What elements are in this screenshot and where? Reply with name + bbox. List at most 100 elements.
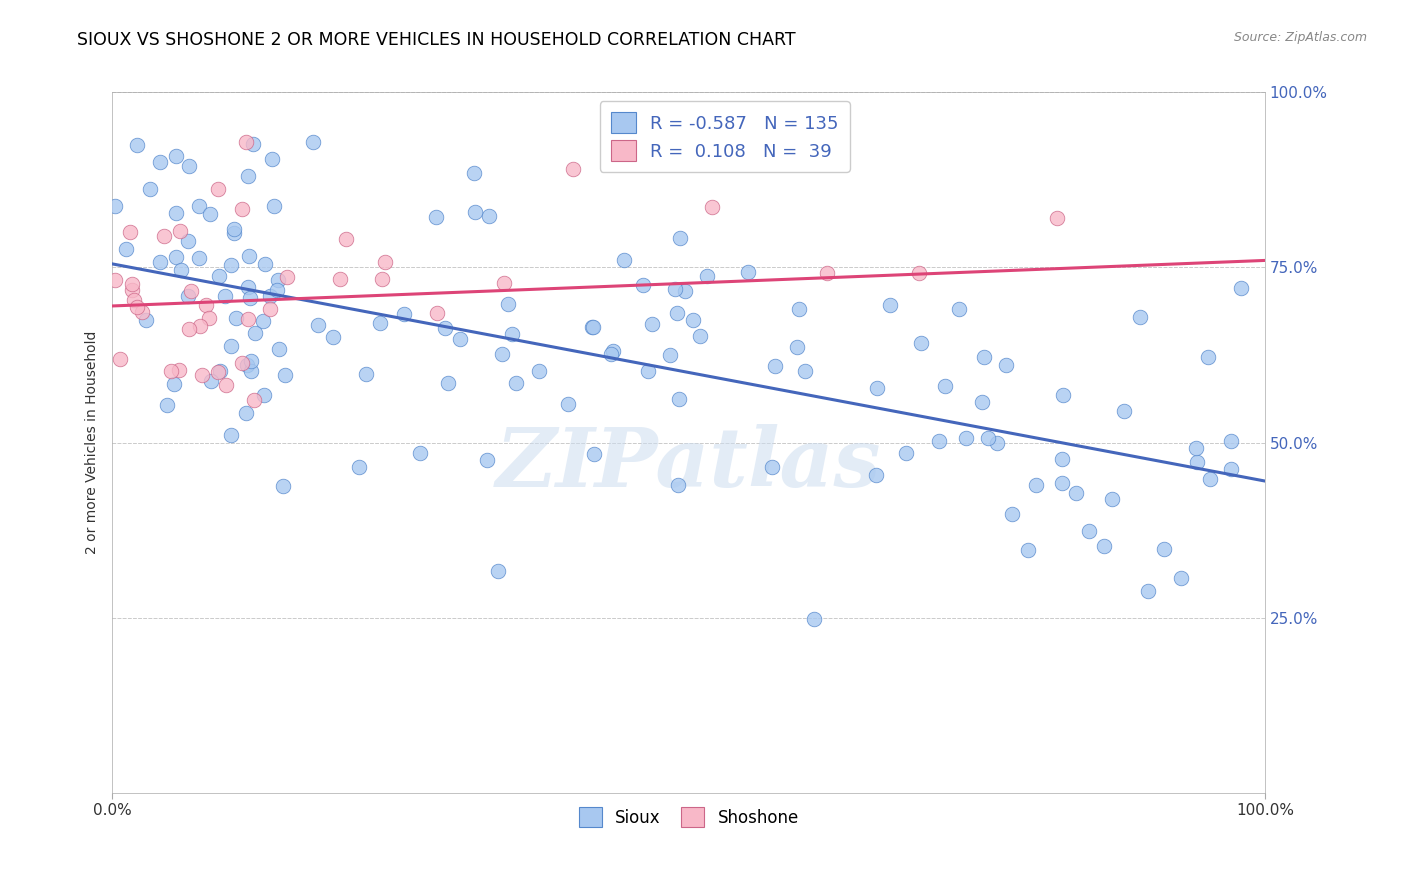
- Point: [700, 200, 723, 214]
- Point: [501, 327, 523, 342]
- Point: [242, 136, 264, 151]
- Point: [894, 446, 917, 460]
- Point: [787, 301, 810, 316]
- Point: [214, 378, 236, 392]
- Point: [491, 347, 513, 361]
- Point: [118, 225, 141, 239]
- Point: [374, 254, 396, 268]
- Point: [177, 288, 200, 302]
- Point: [973, 350, 995, 364]
- Point: [160, 364, 183, 378]
- Point: [188, 199, 211, 213]
- Point: [527, 364, 550, 378]
- Point: [368, 316, 391, 330]
- Point: [252, 314, 274, 328]
- Point: [434, 321, 457, 335]
- Point: [122, 293, 145, 308]
- Point: [219, 258, 242, 272]
- Point: [274, 368, 297, 382]
- Point: [195, 298, 218, 312]
- Point: [464, 205, 486, 219]
- Point: [245, 326, 267, 340]
- Point: [1197, 350, 1219, 364]
- Point: [582, 319, 605, 334]
- Point: [156, 398, 179, 412]
- Point: [139, 182, 162, 196]
- Point: [1230, 281, 1253, 295]
- Point: [263, 199, 285, 213]
- Point: [262, 153, 284, 167]
- Point: [177, 159, 200, 173]
- Point: [188, 318, 211, 333]
- Point: [478, 209, 501, 223]
- Text: SIOUX VS SHOSHONE 2 OR MORE VEHICLES IN HOUSEHOLD CORRELATION CHART: SIOUX VS SHOSHONE 2 OR MORE VEHICLES IN …: [77, 31, 796, 49]
- Point: [1001, 507, 1024, 521]
- Point: [666, 477, 689, 491]
- Point: [219, 428, 242, 442]
- Point: [104, 272, 127, 286]
- Point: [1025, 478, 1047, 492]
- Point: [347, 459, 370, 474]
- Point: [1101, 491, 1123, 506]
- Point: [641, 317, 664, 331]
- Point: [191, 368, 214, 383]
- Point: [235, 135, 257, 149]
- Point: [165, 250, 187, 264]
- Point: [803, 612, 825, 626]
- Point: [231, 356, 253, 370]
- Point: [236, 358, 259, 372]
- Point: [253, 388, 276, 402]
- Point: [266, 283, 288, 297]
- Point: [236, 169, 259, 183]
- Point: [668, 392, 690, 406]
- Point: [166, 206, 188, 220]
- Point: [108, 351, 131, 366]
- Point: [1170, 571, 1192, 585]
- Point: [356, 367, 378, 381]
- Point: [488, 564, 510, 578]
- Point: [276, 269, 298, 284]
- Point: [269, 343, 291, 357]
- Point: [815, 266, 838, 280]
- Point: [197, 311, 219, 326]
- Point: [664, 282, 686, 296]
- Point: [976, 431, 998, 445]
- Point: [673, 284, 696, 298]
- Point: [637, 364, 659, 378]
- Point: [682, 312, 704, 326]
- Point: [948, 301, 970, 316]
- Point: [1153, 541, 1175, 556]
- Point: [602, 344, 624, 359]
- Point: [121, 283, 143, 297]
- Y-axis label: 2 or more Vehicles in Household: 2 or more Vehicles in Household: [86, 331, 100, 554]
- Point: [666, 306, 689, 320]
- Point: [219, 339, 242, 353]
- Point: [392, 307, 415, 321]
- Point: [1050, 452, 1073, 467]
- Point: [1064, 485, 1087, 500]
- Point: [121, 277, 143, 291]
- Point: [928, 434, 950, 449]
- Point: [208, 364, 231, 378]
- Legend: Sioux, Shoshone: Sioux, Shoshone: [572, 801, 806, 833]
- Point: [224, 222, 246, 236]
- Point: [425, 211, 447, 225]
- Point: [259, 288, 281, 302]
- Point: [225, 310, 247, 325]
- Point: [1129, 310, 1152, 325]
- Point: [463, 166, 485, 180]
- Point: [240, 354, 263, 368]
- Point: [786, 340, 808, 354]
- Point: [177, 322, 200, 336]
- Point: [104, 199, 127, 213]
- Point: [198, 207, 221, 221]
- Point: [135, 313, 157, 327]
- Point: [240, 364, 263, 378]
- Point: [865, 467, 887, 482]
- Point: [127, 137, 149, 152]
- Point: [242, 392, 264, 407]
- Point: [149, 255, 172, 269]
- Point: [165, 149, 187, 163]
- Point: [271, 479, 294, 493]
- Point: [761, 460, 783, 475]
